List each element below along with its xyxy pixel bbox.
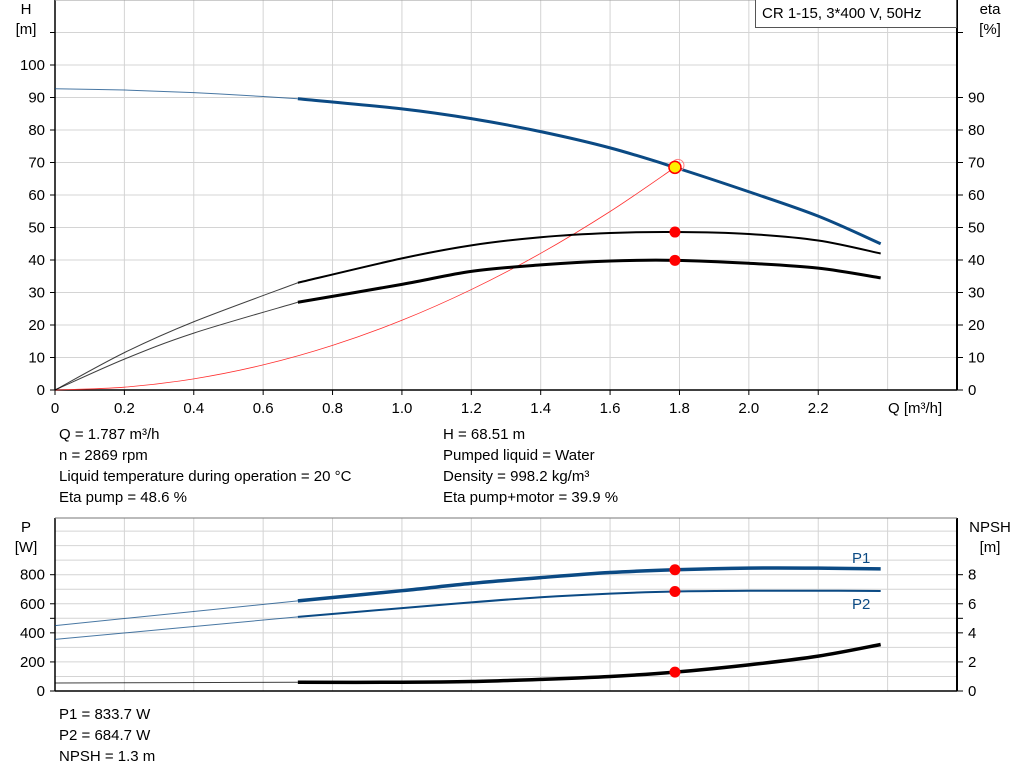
readout-p2: P2 = 684.7 W [59,727,151,744]
p2-series-label: P2 [852,596,870,613]
readout-power: P1 = 833.7 W P2 = 684.7 W NPSH = 1.3 m [59,704,155,767]
y-tick-label-left: 400 [20,625,45,642]
readout-left: Q = 1.787 m³/h n = 2869 rpm Liquid tempe… [59,424,351,508]
readout-q: Q = 1.787 m³/h [59,426,160,443]
x-tick-label: 0.6 [253,400,274,417]
y-axis-unit-right: [m] [980,539,1001,556]
x-tick-label: 2.2 [808,400,829,417]
y-tick-label-right: 0 [968,683,976,700]
y-tick-label-right: 20 [968,317,985,334]
x-tick-label: 1.0 [391,400,412,417]
readout-right: H = 68.51 m Pumped liquid = Water Densit… [443,424,618,508]
y-tick-label-right: 0 [968,382,976,399]
y-tick-label-left: 0 [37,382,45,399]
readout-h: H = 68.51 m [443,426,526,443]
y-tick-label-right: 50 [968,220,985,237]
x-tick-label: 0.2 [114,400,135,417]
x-tick-label: 1.2 [461,400,482,417]
y-tick-label-right: 40 [968,252,985,269]
y-tick-label-right: 10 [968,350,985,367]
y-axis-label-right: eta [980,1,1002,18]
y-axis-unit-left: [W] [15,539,38,556]
readout-npsh: NPSH = 1.3 m [59,748,156,765]
readout-eta-total: Eta pump+motor = 39.9 % [443,489,619,506]
p2-curve-thin [54,616,298,640]
y-axis-label-left: P [21,519,31,536]
y-tick-label-left: 600 [20,596,45,613]
y-axis-label-left: H [21,1,32,18]
y-tick-label-right: 30 [968,285,985,302]
y-tick-label-left: 30 [28,285,45,302]
npsh-curve-thin [54,681,298,684]
eta-pump-curve-thin [54,282,299,391]
readout-p1: P1 = 833.7 W [59,706,151,723]
y-tick-label-right: 90 [968,90,985,107]
x-tick-label: 0.4 [183,400,204,417]
readout-liquid: Pumped liquid = Water [443,447,595,464]
duty-point-eta_pump [669,226,681,238]
duty-point-npsh [669,666,681,678]
y-tick-label-left: 20 [28,317,45,334]
duty-point-p1 [669,564,681,576]
npsh-curve [297,642,881,685]
y-tick-label-left: 100 [20,57,45,74]
y-tick-label-right: 4 [968,625,976,642]
y-tick-label-left: 0 [37,683,45,700]
readout-density: Density = 998.2 kg/m³ [443,468,590,485]
y-axis-unit-right: [%] [979,21,1001,38]
y-tick-label-left: 80 [28,122,45,139]
duty-point-head [668,160,682,175]
eta-pump-curve [297,231,881,284]
eta-pump-motor-curve-thin [54,301,298,391]
eta-pump-motor-curve [297,258,881,304]
p2-curve [297,589,881,618]
readout-eta-pump: Eta pump = 48.6 % [59,489,187,506]
duty-point-p2 [669,585,681,597]
y-tick-label-left: 50 [28,220,45,237]
y-axis-unit-left: [m] [16,21,37,38]
y-tick-label-left: 40 [28,252,45,269]
system-curve [54,167,676,391]
y-tick-label-right: 8 [968,567,976,584]
x-tick-label: 1.6 [600,400,621,417]
y-tick-label-right: 80 [968,122,985,139]
y-tick-label-left: 800 [20,567,45,584]
p1-series-label: P1 [852,550,870,567]
x-tick-label: 1.4 [530,400,551,417]
y-axis-label-right: NPSH [969,519,1011,536]
y-tick-label-left: 60 [28,187,45,204]
x-tick-label: 0 [51,400,59,417]
readout-temp: Liquid temperature during operation = 20… [59,468,352,485]
y-tick-label-left: 10 [28,350,45,367]
y-tick-label-right: 2 [968,654,976,671]
y-tick-label-right: 60 [968,187,985,204]
x-tick-label: 2.0 [738,400,759,417]
readout-n: n = 2869 rpm [59,447,148,464]
y-tick-label-right: 70 [968,155,985,172]
duty-point-eta_pump_motor [669,254,681,266]
p1-curve [297,566,881,603]
x-tick-label: 0.8 [322,400,343,417]
head-curve [297,97,882,246]
x-axis-label: Q [m³/h] [888,400,942,417]
y-tick-label-right: 6 [968,596,976,613]
p1-curve-thin [54,600,298,627]
chart-title: CR 1-15, 3*400 V, 50Hz [755,0,957,28]
head-curve-thin [54,88,298,100]
x-tick-label: 1.8 [669,400,690,417]
y-tick-label-left: 90 [28,90,45,107]
y-tick-label-left: 200 [20,654,45,671]
y-tick-label-left: 70 [28,155,45,172]
